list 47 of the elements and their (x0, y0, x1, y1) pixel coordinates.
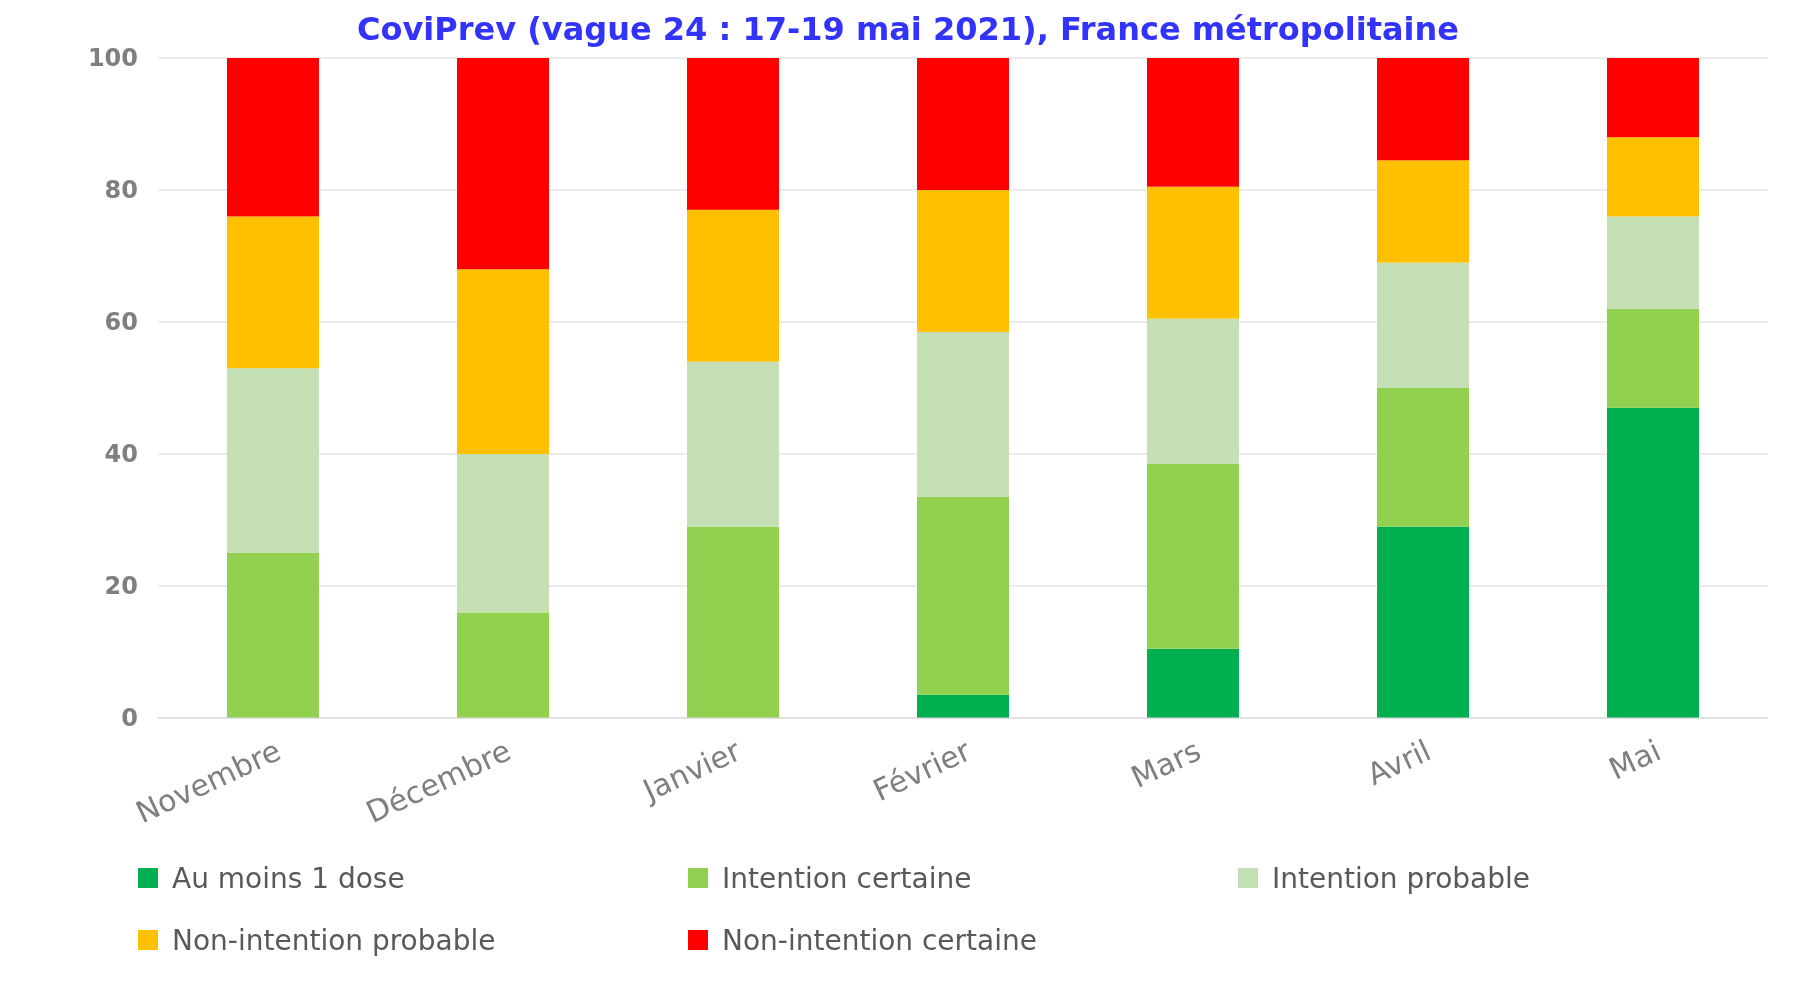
bar (917, 331, 1009, 497)
bar (1607, 407, 1699, 718)
bar (687, 58, 779, 210)
bar (1147, 58, 1239, 187)
y-tick-label: 0 (121, 704, 138, 733)
y-tick-label: 100 (87, 44, 138, 73)
y-tick-label: 20 (104, 572, 138, 601)
bar (687, 209, 779, 362)
bar (1607, 216, 1699, 309)
bar (1147, 648, 1239, 718)
bar (1147, 318, 1239, 464)
y-tick-label: 60 (104, 308, 138, 337)
bar (917, 190, 1009, 332)
bar (1607, 58, 1699, 138)
y-tick-label: 40 (104, 440, 138, 469)
bar (1147, 463, 1239, 649)
bar (227, 216, 319, 369)
bar (1607, 308, 1699, 408)
bar (917, 58, 1009, 190)
legend-label: Intention certaine (722, 861, 972, 895)
bar (227, 553, 319, 718)
legend-label: Au moins 1 dose (172, 861, 405, 895)
legend-label: Non-intention certaine (722, 923, 1037, 957)
bar (1377, 58, 1469, 161)
chart-title: CoviPrev (vague 24 : 17-19 mai 2021), France métropolitaine (356, 10, 1460, 48)
x-tick-label: Avril (1361, 732, 1436, 793)
bar (687, 526, 779, 718)
bar (457, 58, 549, 270)
legend-label: Non-intention probable (172, 923, 496, 957)
bar (457, 454, 549, 613)
x-tick-label: Mai (1603, 732, 1666, 787)
y-tick-label: 80 (104, 176, 138, 205)
bar (687, 361, 779, 527)
bar (1147, 186, 1239, 319)
bar (457, 269, 549, 454)
bar (1377, 160, 1469, 263)
bar (227, 58, 319, 217)
bar (917, 496, 1009, 695)
x-tick-label: Mars (1125, 732, 1206, 795)
bar (227, 368, 319, 553)
bar (1377, 388, 1469, 527)
bar (457, 612, 549, 718)
bar (1377, 526, 1469, 718)
bar (1607, 137, 1699, 217)
bar (917, 694, 1009, 718)
bar (1377, 262, 1469, 388)
legend-label: Intention probable (1272, 861, 1531, 895)
